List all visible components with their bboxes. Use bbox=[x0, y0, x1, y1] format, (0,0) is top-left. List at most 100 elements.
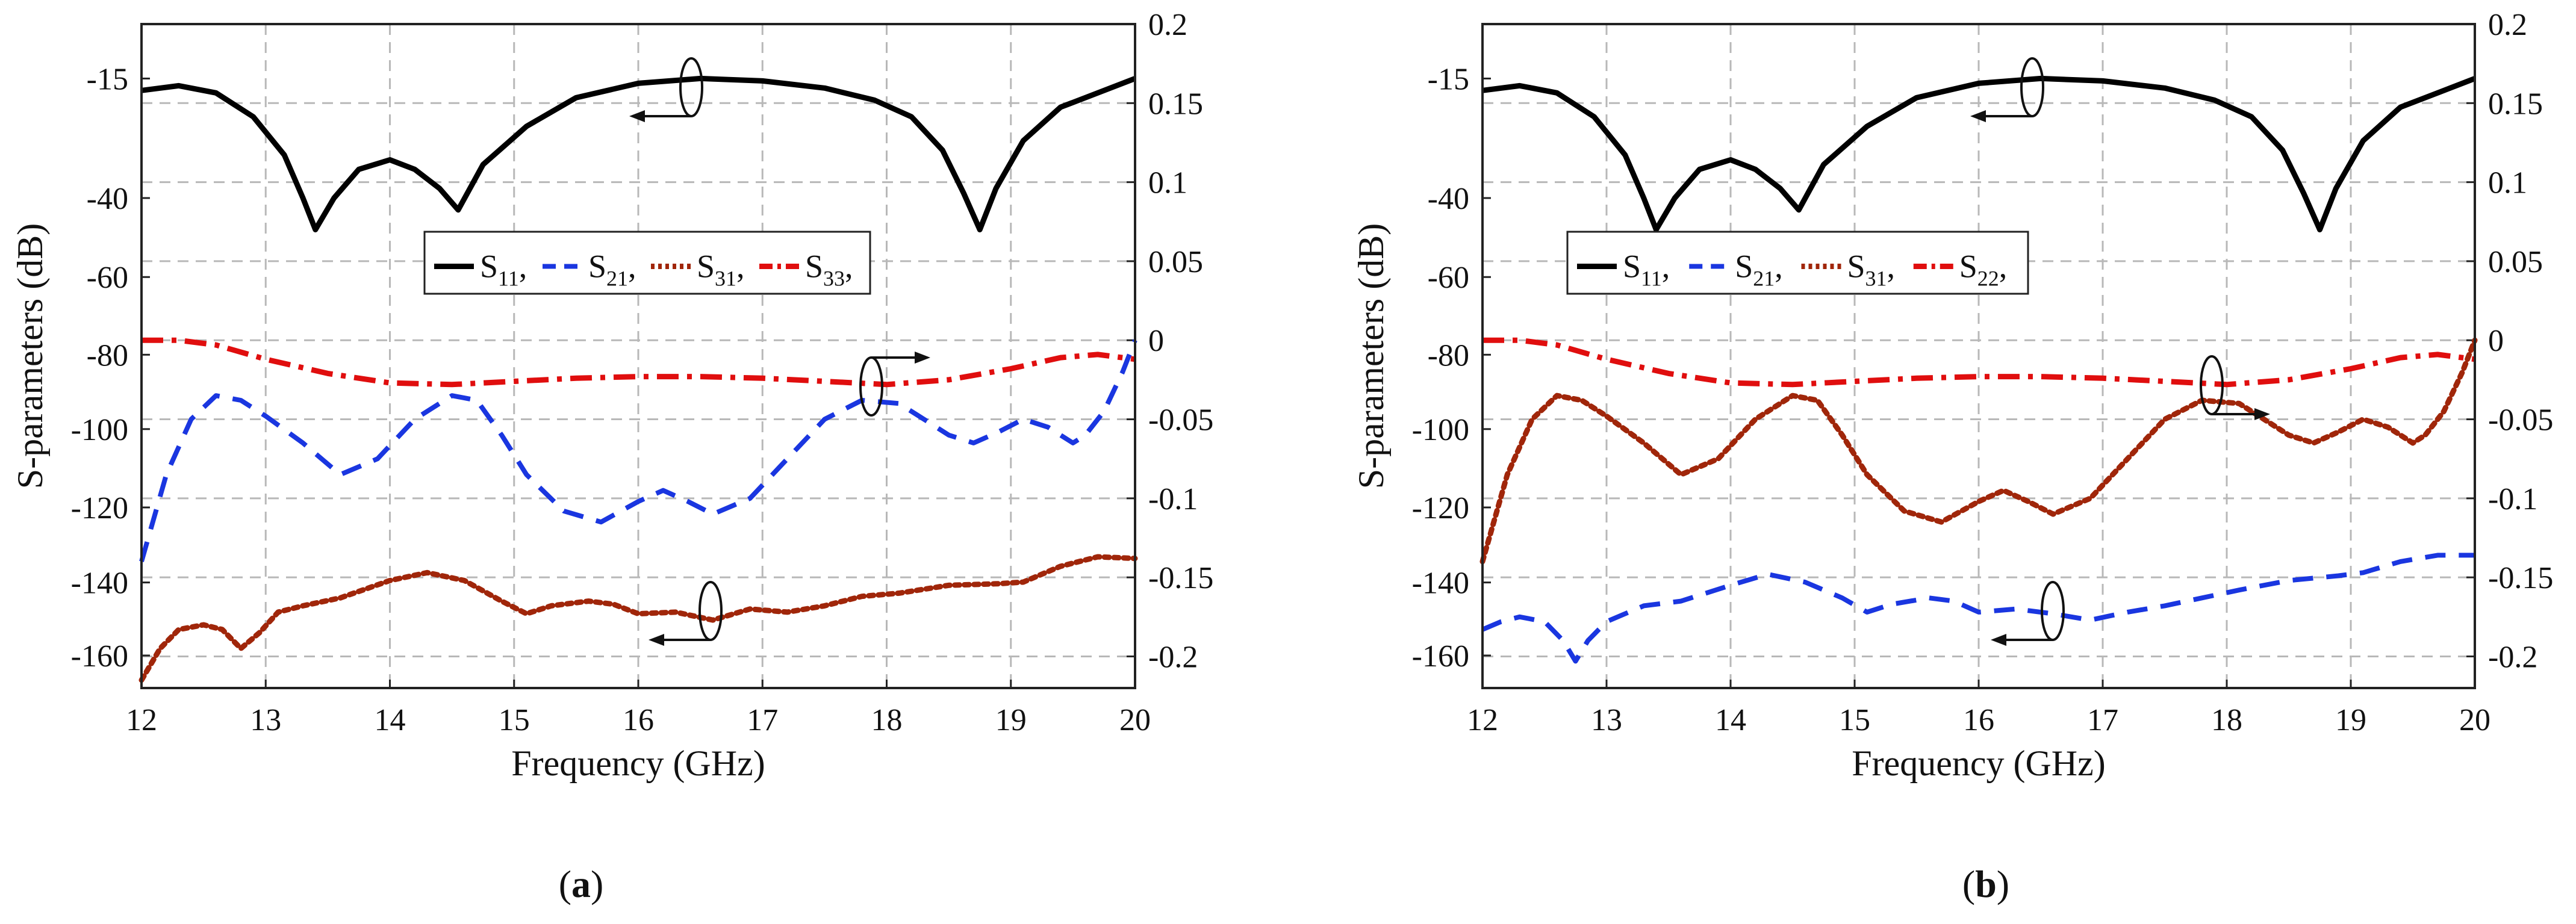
legend-label: S21, bbox=[1735, 249, 1783, 291]
series-line-s11 bbox=[1482, 75, 2476, 232]
x-tick-label: 17 bbox=[747, 703, 778, 737]
chart-panel-b: 12 13 14 15 16 17 18 19 20 0.2 0.15 0.1 0.05 0 -0.05 -0… bbox=[1351, 8, 2553, 905]
x-tick-label: 18 bbox=[871, 703, 903, 737]
legend-label-sub: 11 bbox=[1641, 267, 1662, 291]
x-tick-label: 13 bbox=[250, 703, 281, 737]
legend-label-suffix: , bbox=[628, 249, 636, 285]
y-right-tick-label: 0.2 bbox=[1148, 8, 1187, 42]
panel-caption: (b) bbox=[1962, 863, 2009, 905]
legend-label-main: S bbox=[805, 249, 823, 285]
y-right-tick-label: -0.1 bbox=[2488, 482, 2537, 516]
legend-label-sub: 11 bbox=[498, 267, 519, 291]
x-axis-label: Frequency (GHz) bbox=[511, 743, 765, 783]
x-tick-label: 16 bbox=[623, 703, 654, 737]
y-left-tick-label: -160 bbox=[1412, 639, 1469, 674]
annotation-arrow-left bbox=[1991, 581, 2065, 646]
x-tick-label: 12 bbox=[1467, 703, 1498, 737]
annotation-arrow-left bbox=[1970, 57, 2044, 122]
y-left-tick-label: -60 bbox=[87, 261, 128, 295]
legend-label: S11, bbox=[1623, 249, 1670, 291]
legend-label-suffix: , bbox=[1775, 249, 1783, 285]
legend: S11, S21, S31, S33, bbox=[423, 231, 871, 295]
legend-label-suffix: , bbox=[519, 249, 527, 285]
y-left-tick-label: -120 bbox=[1412, 491, 1469, 526]
caption-letter: b bbox=[1975, 863, 1997, 905]
legend-label: S31, bbox=[697, 249, 745, 291]
x-tick-label: 13 bbox=[1591, 703, 1622, 737]
y-left-tick-label: -15 bbox=[1428, 62, 1469, 96]
legend-label-suffix: , bbox=[1662, 249, 1670, 285]
y-left-tick-label: -120 bbox=[71, 491, 128, 526]
legend-label-main: S bbox=[1959, 249, 1977, 285]
y-right-tick-label: 0.2 bbox=[2488, 8, 2527, 42]
y-left-tick-label: -80 bbox=[87, 338, 128, 373]
x-tick-label: 18 bbox=[2211, 703, 2242, 737]
x-tick-label: 15 bbox=[1839, 703, 1870, 737]
legend-label-sub: 22 bbox=[1977, 267, 1999, 291]
y-right-tick-label: 0.15 bbox=[2488, 87, 2543, 121]
y-axis-label: S-parameters (dB) bbox=[10, 223, 50, 489]
axes-frame bbox=[140, 23, 1136, 689]
y-left-tick-label: -80 bbox=[1428, 338, 1469, 373]
legend-label-sub: 31 bbox=[1865, 267, 1887, 291]
series-line-s31 bbox=[1479, 337, 2478, 565]
x-tick-label: 16 bbox=[1963, 703, 1994, 737]
legend-box bbox=[423, 231, 871, 295]
y-left-tick-label: -140 bbox=[1412, 566, 1469, 601]
panel-caption: (a) bbox=[559, 863, 604, 905]
series-line-s33 bbox=[142, 337, 1136, 388]
x-tick-label: 17 bbox=[2087, 703, 2118, 737]
legend-label-sub: 21 bbox=[606, 267, 628, 291]
annotation-arrow-right bbox=[859, 352, 930, 417]
x-tick-label: 14 bbox=[1715, 703, 1746, 737]
y-right-tick-label: -0.15 bbox=[1148, 561, 1213, 595]
y-right-tick-label: 0.1 bbox=[1148, 166, 1187, 200]
y-right-tick-label: 0.05 bbox=[1148, 245, 1203, 279]
y-left-tick-label: -100 bbox=[1412, 413, 1469, 447]
chart-panel-a: 12 13 14 15 16 17 18 19 20 0.2 0.15 0.1 0.05 0 -0.05 -0… bbox=[10, 8, 1213, 905]
x-axis-label: Frequency (GHz) bbox=[1852, 743, 2106, 783]
annotation-arrow-left bbox=[629, 57, 703, 122]
legend: S11, S21, S31, S22, bbox=[1566, 231, 2029, 295]
annotation-arrow-head bbox=[629, 110, 645, 122]
legend-label: S31, bbox=[1847, 249, 1896, 291]
legend-label-main: S bbox=[1847, 249, 1865, 285]
legend-label-sub: 33 bbox=[823, 267, 845, 291]
y-right-tick-label: -0.2 bbox=[2488, 640, 2537, 674]
legend-label: S21, bbox=[588, 249, 636, 291]
legend-box bbox=[1566, 231, 2029, 295]
caption-open: ( bbox=[559, 863, 571, 905]
caption-close: ) bbox=[1997, 863, 2009, 905]
y-axis-label: S-parameters (dB) bbox=[1351, 223, 1391, 489]
caption-close: ) bbox=[591, 863, 603, 905]
y-right-tick-label: -0.2 bbox=[1148, 640, 1198, 674]
y-right-tick-label: 0.05 bbox=[2488, 245, 2543, 279]
annotation-arrow-head bbox=[1991, 634, 2006, 646]
legend-label-suffix: , bbox=[845, 249, 853, 285]
series-line-s21 bbox=[1481, 553, 2475, 664]
y-right-tick-label: 0 bbox=[1148, 324, 1164, 358]
legend-label-sub: 31 bbox=[715, 267, 736, 291]
y-right-tick-label: -0.15 bbox=[2488, 561, 2553, 595]
y-left-tick-label: -60 bbox=[1428, 261, 1469, 295]
x-tick-label: 19 bbox=[995, 703, 1027, 737]
legend-label: S33, bbox=[805, 249, 853, 291]
x-tick-label: 20 bbox=[1119, 703, 1151, 737]
legend-label-suffix: , bbox=[736, 249, 745, 285]
y-left-tick-label: -140 bbox=[71, 566, 128, 601]
series-line-s11 bbox=[141, 75, 1136, 232]
x-tick-label: 14 bbox=[375, 703, 406, 737]
annotation-arrow-right bbox=[2200, 355, 2270, 420]
x-tick-label: 19 bbox=[2335, 703, 2366, 737]
series-line-s21 bbox=[139, 339, 1137, 562]
legend-label: S22, bbox=[1959, 249, 2008, 291]
y-left-tick-label: -160 bbox=[71, 639, 128, 674]
legend-label-suffix: , bbox=[1999, 249, 2008, 285]
x-tick-label: 12 bbox=[126, 703, 157, 737]
y-right-tick-label: 0.15 bbox=[1148, 87, 1203, 121]
annotation-arrow-head bbox=[649, 634, 664, 646]
axes-frame bbox=[1481, 23, 2476, 689]
legend-label-main: S bbox=[588, 249, 606, 285]
legend-label-main: S bbox=[480, 249, 498, 285]
